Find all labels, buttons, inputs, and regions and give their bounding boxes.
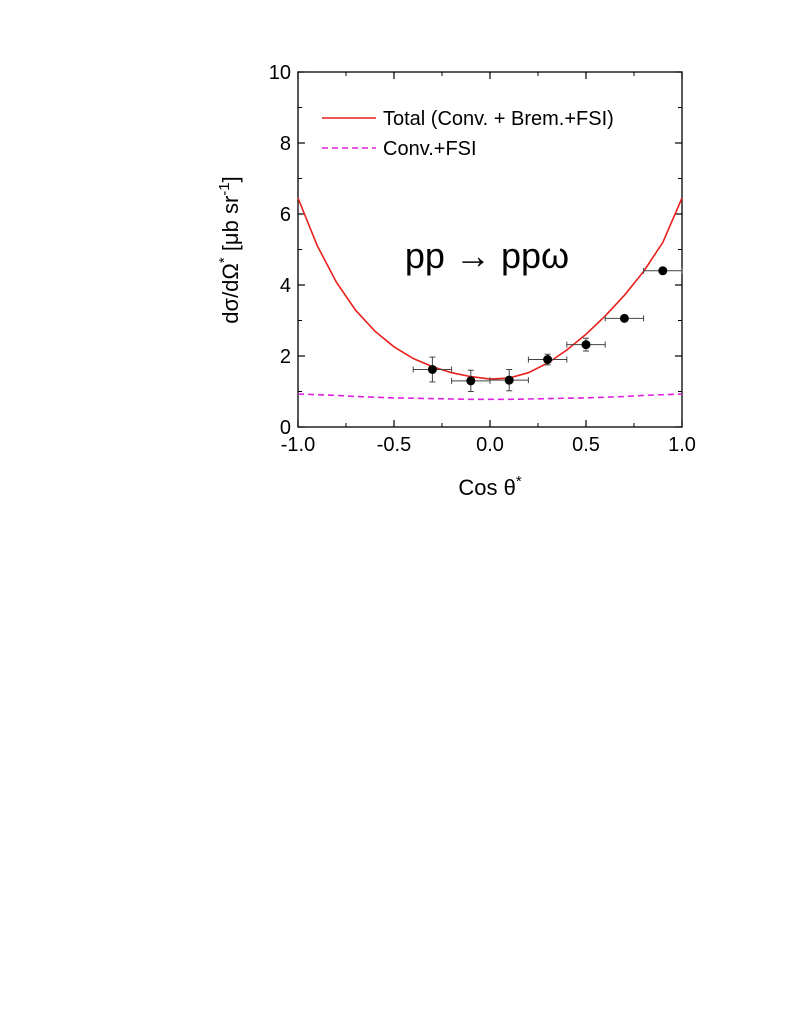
data-point <box>604 313 645 323</box>
x-tick-label: -0.5 <box>377 434 411 456</box>
data-marker <box>619 313 629 323</box>
data-marker <box>466 376 476 386</box>
y-tick-label: 0 <box>280 417 291 439</box>
x-tick-label: -1.0 <box>281 434 315 456</box>
y-tick-label: 6 <box>280 204 291 226</box>
y-axis-label: dσ/dΩ* [μb sr-1] <box>216 176 243 324</box>
y-tick-label: 2 <box>280 346 291 368</box>
data-point <box>489 368 529 392</box>
x-tick-labels: -1.0 -0.5 0.0 0.5 1.0 <box>281 434 696 456</box>
data-point <box>527 353 568 366</box>
y-tick-label: 10 <box>269 62 291 84</box>
y-tick-labels: 0 2 4 6 8 10 <box>269 62 291 439</box>
axis-ticks <box>297 71 683 428</box>
legend-label-total: Total (Conv. + Brem.+FSI) <box>383 108 614 130</box>
data-marker <box>504 375 514 385</box>
x-tick-label: 1.0 <box>668 434 696 456</box>
data-marker <box>581 340 591 350</box>
data-marker <box>658 266 668 276</box>
series-total-line <box>297 197 683 380</box>
y-tick-label: 8 <box>280 133 291 155</box>
data-marker <box>543 355 553 365</box>
reaction-annotation: pp → ppω <box>405 235 569 276</box>
legend-label-conv: Conv.+FSI <box>383 138 477 160</box>
plot-area <box>297 71 683 428</box>
x-tick-label: 0.5 <box>572 434 600 456</box>
data-point <box>643 266 683 276</box>
x-tick-label: 0.0 <box>476 434 504 456</box>
data-points <box>412 266 683 392</box>
data-marker <box>427 364 437 374</box>
y-tick-label: 4 <box>280 275 291 297</box>
x-axis-label: Cos θ* <box>458 473 521 500</box>
data-point <box>412 356 453 383</box>
data-point <box>566 337 606 352</box>
data-point <box>451 369 491 392</box>
series-conv-fsi-line <box>297 393 683 401</box>
curves <box>297 197 683 401</box>
legend: Total (Conv. + Brem.+FSI) Conv.+FSI <box>322 108 614 160</box>
